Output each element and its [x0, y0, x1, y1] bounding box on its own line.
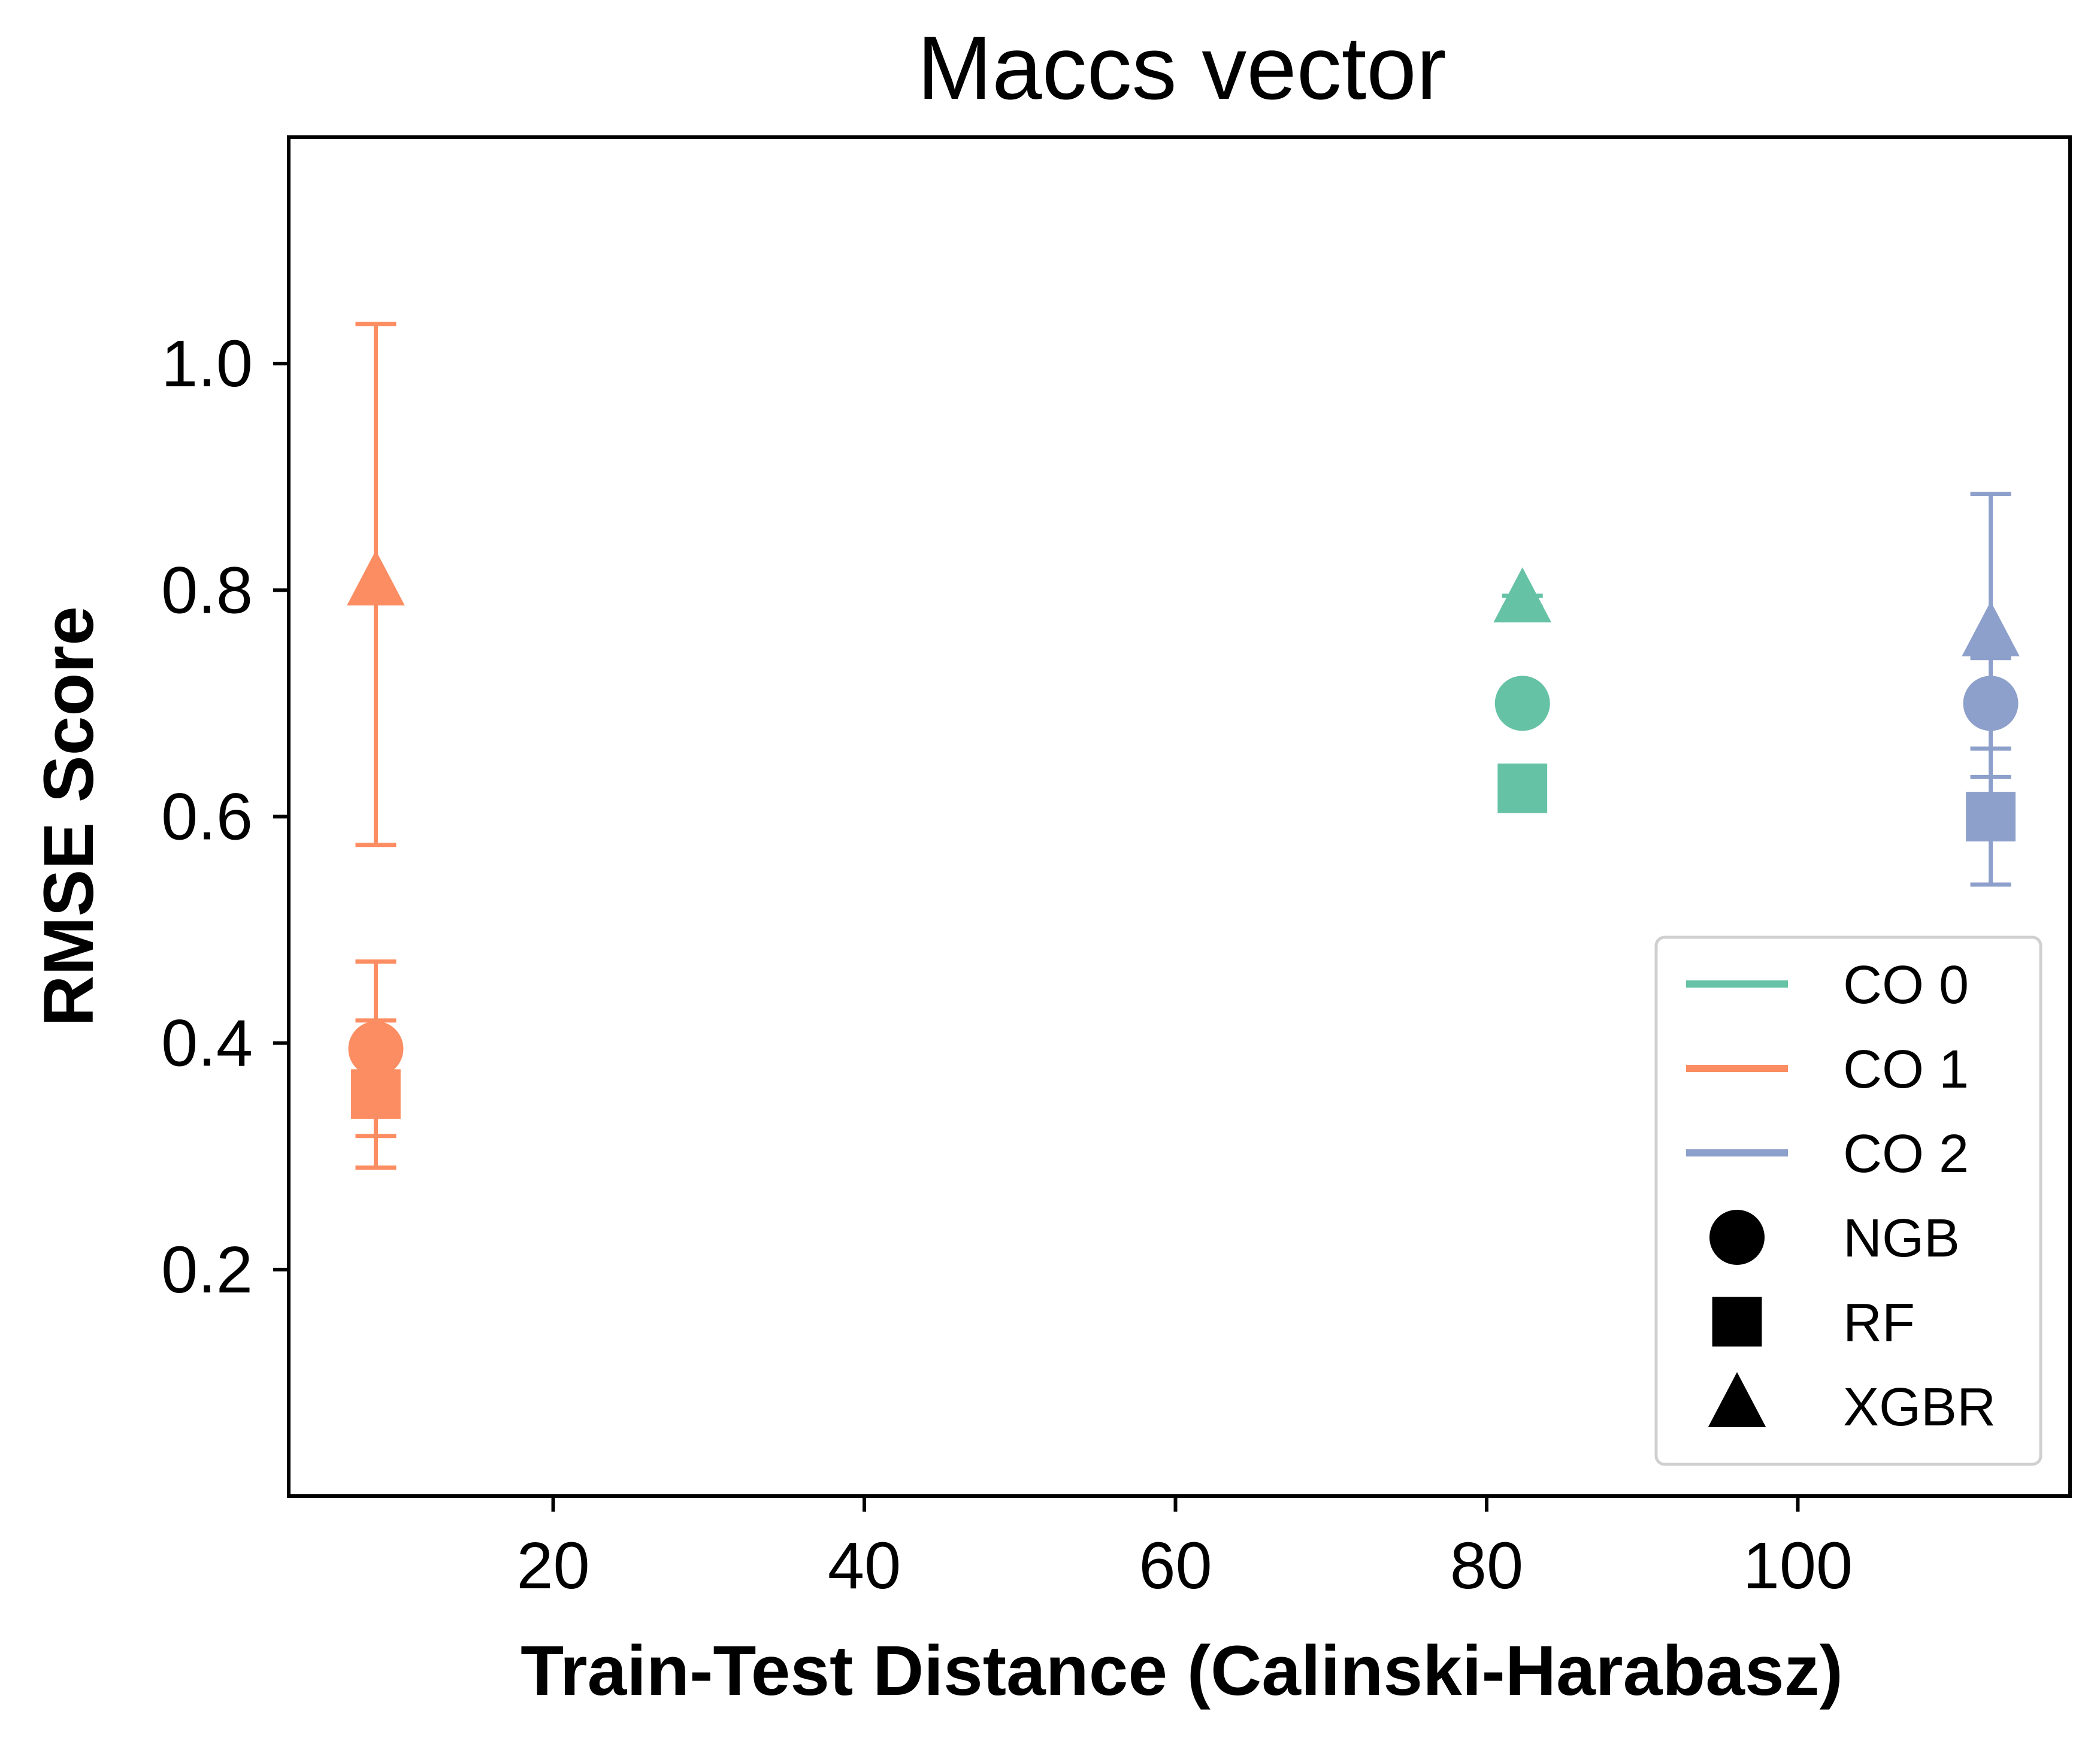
data-point	[347, 550, 405, 605]
x-tick-label: 40	[828, 1529, 901, 1603]
x-tick-label: 20	[516, 1529, 589, 1603]
y-axis-ticks: 0.2 0.4 0.6 0.8 1.0	[161, 327, 289, 1307]
y-tick-label: 1.0	[161, 327, 253, 401]
y-tick-label: 0.2	[161, 1233, 253, 1307]
x-axis-label: Train-Test Distance (Calinski-Harabasz)	[521, 1631, 1843, 1710]
x-tick-label: 60	[1139, 1529, 1212, 1603]
y-tick-label: 0.4	[161, 1007, 253, 1080]
legend-label: RF	[1843, 1293, 1915, 1353]
chart-title: Maccs vector	[917, 17, 1447, 118]
legend-marker-icon	[1712, 1297, 1762, 1347]
y-tick-label: 0.8	[161, 553, 253, 627]
legend-label: NGB	[1843, 1209, 1960, 1268]
legend-label: CO 1	[1843, 1040, 1969, 1100]
data-point	[1494, 676, 1550, 731]
legend: CO 0 CO 1 CO 2 NGB RF XGBR	[1654, 935, 2042, 1466]
data-markers	[347, 550, 2020, 1119]
x-axis-ticks: 20 40 60 80 100	[516, 1496, 1853, 1603]
y-tick-label: 0.6	[161, 780, 253, 854]
x-tick-label: 100	[1743, 1529, 1853, 1603]
x-tick-label: 80	[1450, 1529, 1523, 1603]
data-point	[1963, 676, 2019, 731]
legend-label: CO 0	[1843, 955, 1969, 1015]
legend-label: XGBR	[1843, 1377, 1996, 1437]
legend-marker-icon	[1709, 1210, 1765, 1265]
legend-marker-icon	[1708, 1371, 1766, 1427]
y-axis-label: RMSE Score	[29, 606, 108, 1027]
data-point	[1493, 567, 1552, 623]
legend-label: CO 2	[1843, 1124, 1969, 1184]
data-point	[348, 1021, 404, 1077]
data-point	[351, 1069, 401, 1119]
data-point	[1497, 763, 1548, 813]
data-point	[1962, 601, 2020, 656]
data-point	[1966, 792, 2016, 841]
